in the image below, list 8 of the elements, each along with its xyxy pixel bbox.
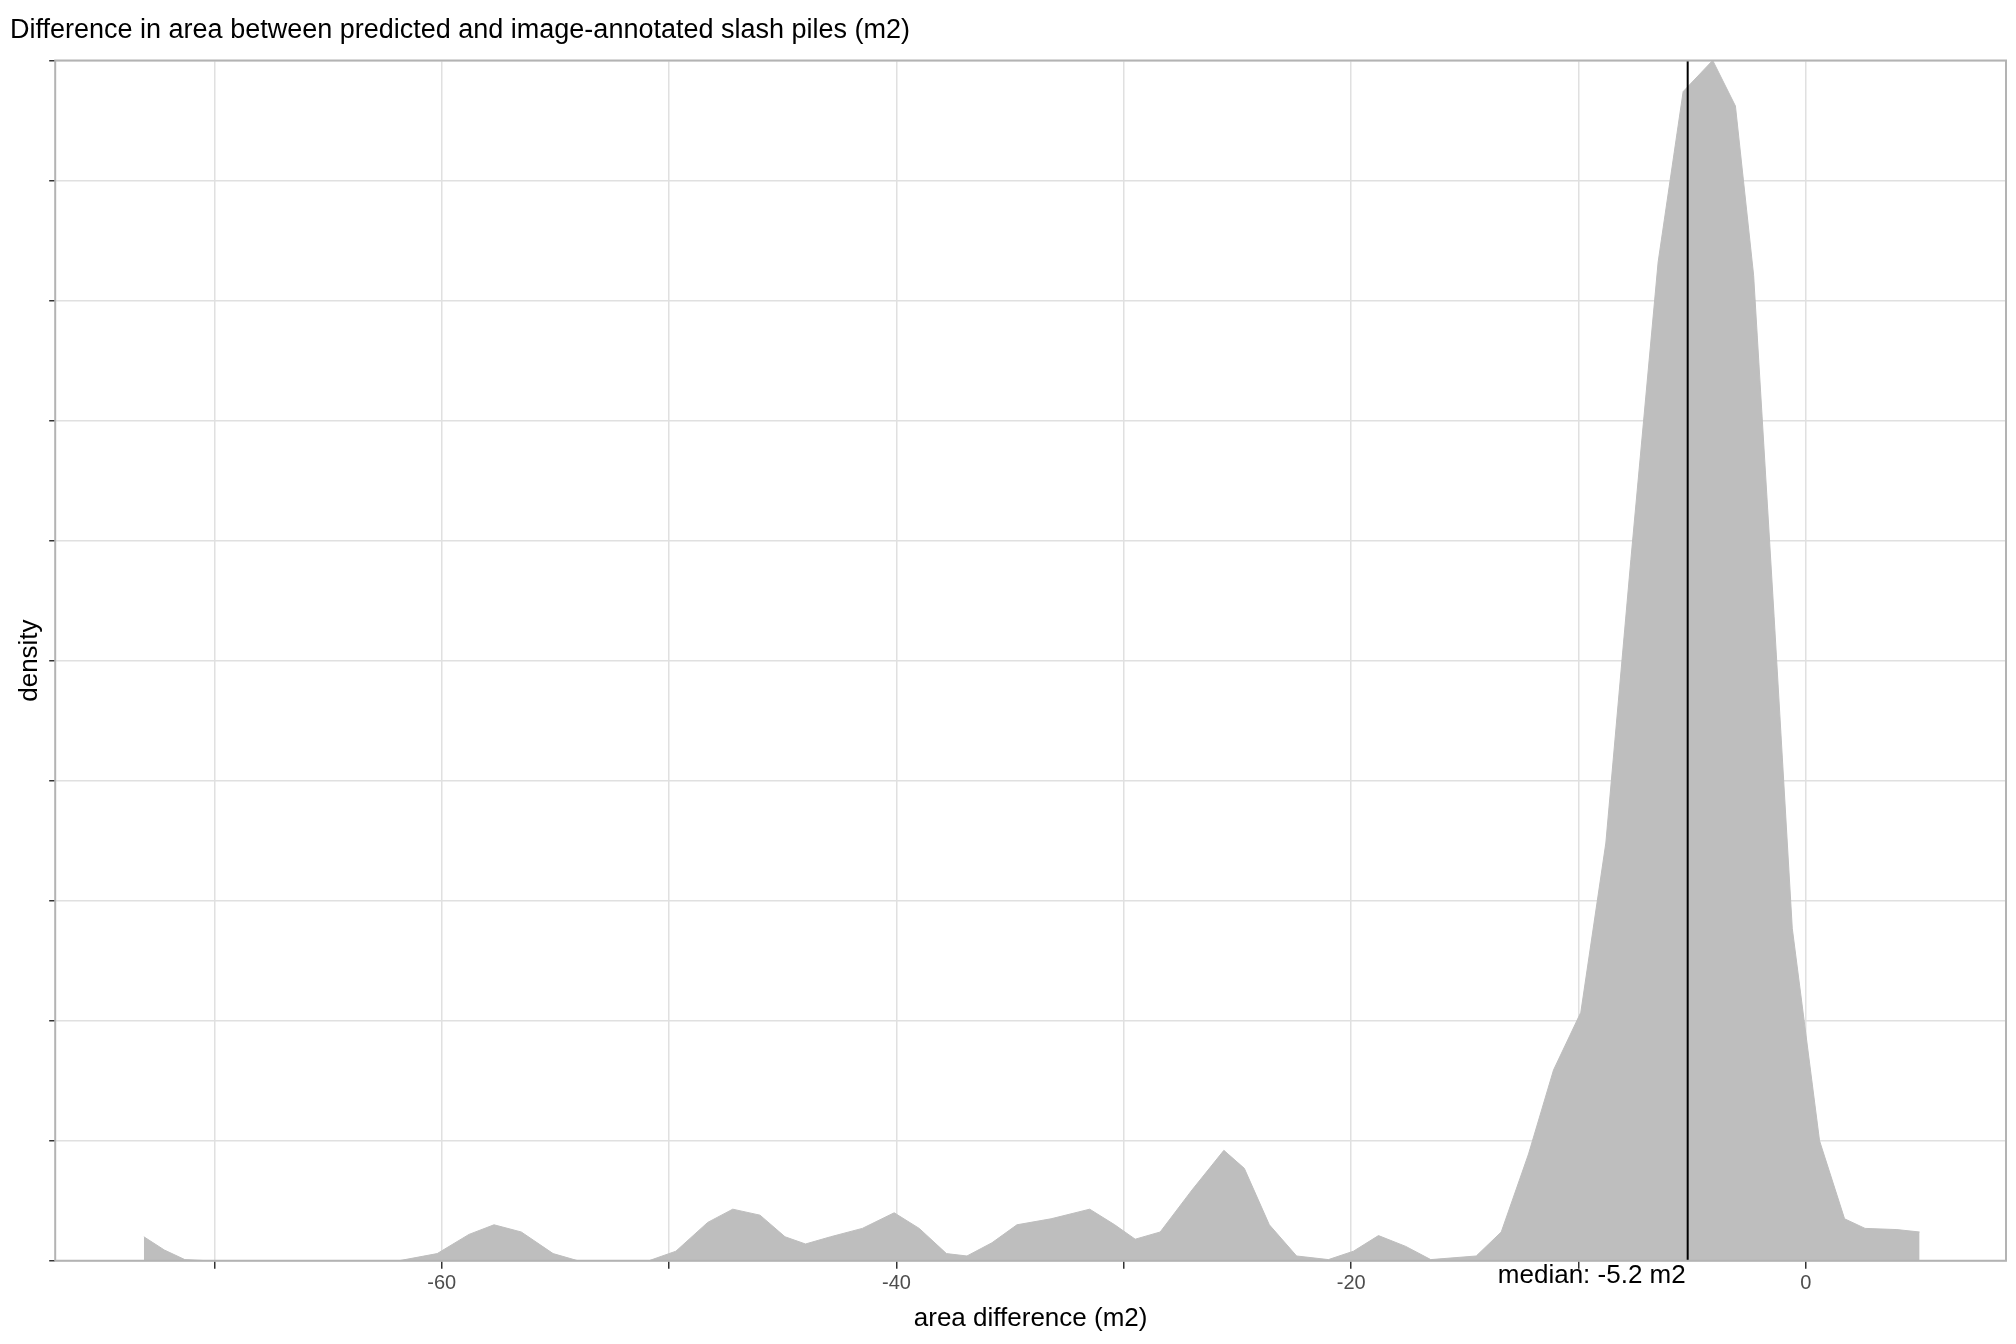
x-tick-label: 0 [1800,1271,1812,1294]
x-axis-title: area difference (m2) [913,1301,1148,1332]
x-tick-label: -40 [882,1271,911,1294]
x-tick-label: -20 [1336,1271,1366,1294]
ref-line-label: median: -5.2 m2 [1497,1258,1686,1289]
y-axis-title: density [12,619,43,702]
chart-title: Difference in area between predicted and image-annotated slash piles (m2) [10,13,911,44]
x-tick-label: -60 [427,1271,457,1294]
